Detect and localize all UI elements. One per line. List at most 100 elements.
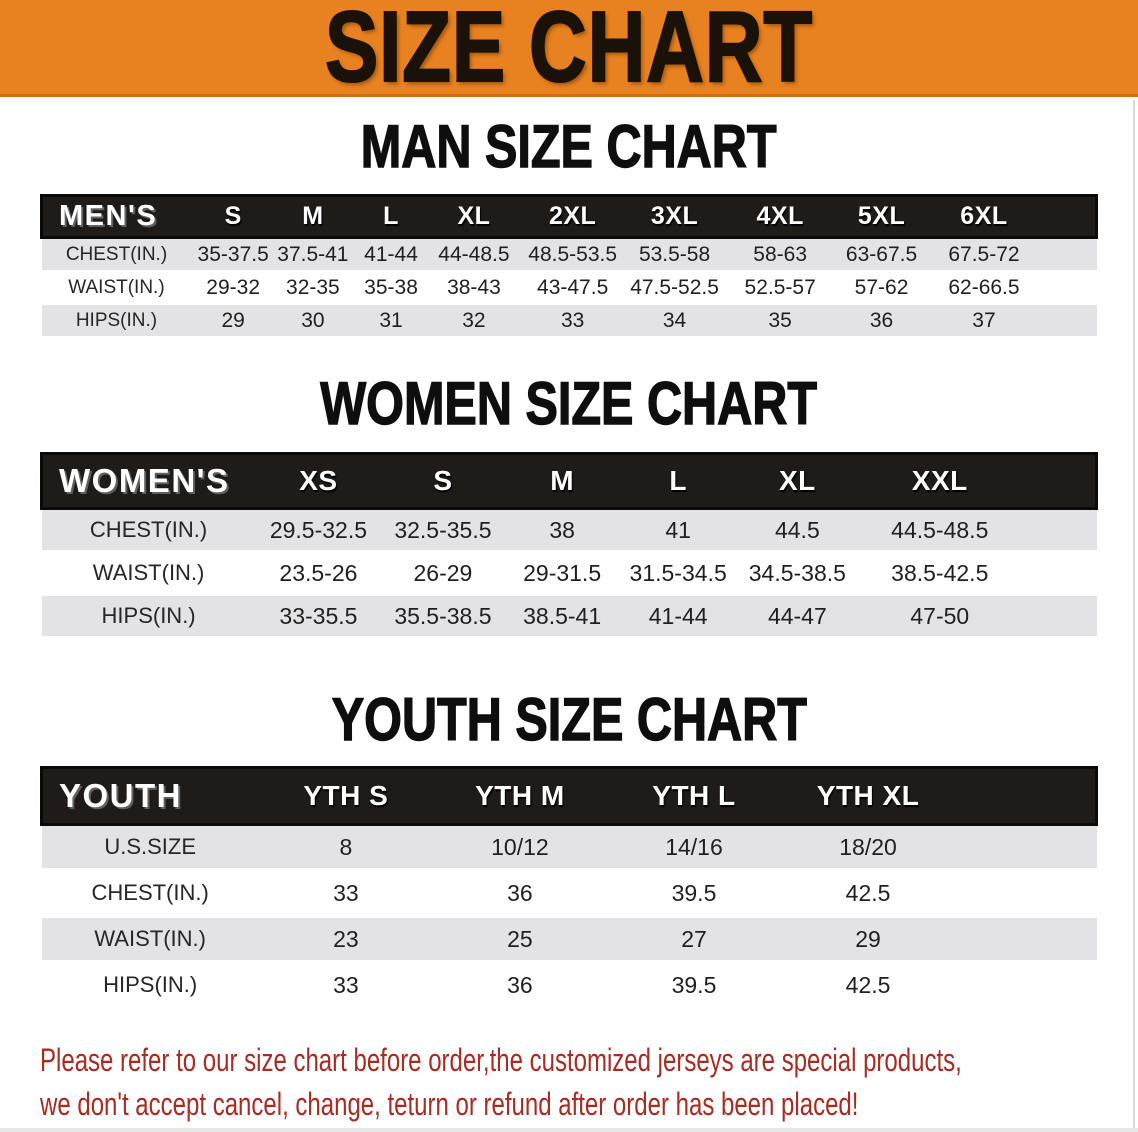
women-size-chart-heading: WOMEN SIZE CHART <box>0 370 1138 437</box>
banner: SIZE CHART <box>0 0 1138 97</box>
man-size-chart-title: MAN SIZE CHART <box>361 113 778 180</box>
row-filler <box>955 962 1097 1010</box>
size-value-cell: 27 <box>606 916 782 964</box>
size-value-cell: 32 <box>431 304 517 338</box>
row-label: HIPS(IN.) <box>41 962 259 1010</box>
size-column-header: XXL <box>858 452 1022 510</box>
disclaimer: Please refer to our size chart before or… <box>40 1010 1138 1126</box>
size-value-cell: 29-32 <box>191 271 275 305</box>
size-table-header-row: WOMEN'S XS S M L XL XXL <box>39 452 1098 510</box>
table-corner-label: YOUTH <box>39 766 259 826</box>
size-value-cell: 63-67.5 <box>839 237 924 272</box>
size-value-cell: 41-44 <box>350 237 432 272</box>
man-size-chart-heading: MAN SIZE CHART <box>0 113 1138 180</box>
size-value-cell: 42.5 <box>781 870 956 918</box>
size-table-row: CHEST(IN.) 33 36 39.5 42.5 <box>41 870 1097 918</box>
row-label: WAIST(IN.) <box>41 271 192 305</box>
size-value-cell: 35-37.5 <box>191 237 275 272</box>
header-filler <box>1021 452 1098 510</box>
size-value-cell: 41 <box>619 508 737 553</box>
size-value-cell: 35.5-38.5 <box>381 594 505 639</box>
size-value-cell: 42.5 <box>781 962 956 1010</box>
size-value-cell: 34 <box>628 304 721 338</box>
size-value-cell: 52.5-57 <box>720 271 840 305</box>
size-value-cell: 38-43 <box>431 271 517 305</box>
size-value-cell: 30 <box>274 304 351 338</box>
size-value-cell: 38.5-41 <box>504 594 620 639</box>
size-column-header: XL <box>736 452 859 510</box>
size-value-cell: 34.5-38.5 <box>736 551 859 596</box>
header-filler <box>955 766 1099 826</box>
row-filler <box>1044 237 1097 272</box>
section-women-size-chart: WOMEN SIZE CHART WOMEN'S XS S M L XL XXL CHEST(… <box>0 338 1138 639</box>
size-value-cell: 58-63 <box>720 237 840 272</box>
size-value-cell: 32-35 <box>274 271 351 305</box>
row-label: CHEST(IN.) <box>41 870 259 918</box>
row-label: WAIST(IN.) <box>41 551 256 596</box>
size-table-row: U.S.SIZE 8 10/12 14/16 18/20 <box>41 824 1097 872</box>
size-value-cell: 23 <box>258 916 433 964</box>
row-filler <box>1021 594 1097 639</box>
size-column-header: 3XL <box>628 194 721 239</box>
size-value-cell: 23.5-26 <box>255 551 382 596</box>
size-value-cell: 41-44 <box>619 594 737 639</box>
section-youth-size-chart: YOUTH SIZE CHART YOUTH YTH S YTH M YTH L YTH… <box>0 639 1138 1010</box>
youth-size-table: YOUTH YTH S YTH M YTH L YTH XL U.S.SIZE 8 10/12… <box>39 766 1099 1010</box>
size-value-cell: 57-62 <box>839 271 924 305</box>
row-filler <box>955 824 1097 872</box>
women-size-chart-title: WOMEN SIZE CHART <box>320 370 818 437</box>
size-column-header: YTH L <box>606 766 782 826</box>
size-value-cell: 38 <box>504 508 620 553</box>
row-filler <box>1044 271 1097 305</box>
size-value-cell: 43-47.5 <box>516 271 629 305</box>
size-column-header: XS <box>255 452 382 510</box>
size-column-header: L <box>619 452 737 510</box>
size-table-header-row: YOUTH YTH S YTH M YTH L YTH XL <box>39 766 1099 826</box>
size-column-header: M <box>274 194 351 239</box>
size-value-cell: 33 <box>516 304 629 338</box>
row-label: CHEST(IN.) <box>41 508 256 553</box>
size-value-cell: 36 <box>432 962 607 1010</box>
size-value-cell: 67.5-72 <box>923 237 1045 272</box>
men-size-table: MEN'S S M L XL 2XL 3XL 4XL 5XL 6XL CHEST(IN.) 35-37… <box>40 194 1098 338</box>
size-value-cell: 29 <box>191 304 275 338</box>
size-value-cell: 29 <box>781 916 956 964</box>
size-table-header-row: MEN'S S M L XL 2XL 3XL 4XL 5XL 6XL <box>40 194 1098 239</box>
size-value-cell: 37.5-41 <box>274 237 351 272</box>
size-value-cell: 8 <box>258 824 433 872</box>
row-label: HIPS(IN.) <box>41 594 256 639</box>
size-column-header: M <box>504 452 620 510</box>
section-man-size-chart: MAN SIZE CHART MEN'S S M L XL 2XL 3XL 4XL 5XL 6XL… <box>0 97 1138 338</box>
women-size-table: WOMEN'S XS S M L XL XXL CHEST(IN.) 29.5-32.5 32.5… <box>39 452 1098 639</box>
size-column-header: L <box>350 194 432 239</box>
size-value-cell: 39.5 <box>606 870 782 918</box>
right-edge-artifact <box>1133 100 1135 1132</box>
row-filler <box>1021 551 1097 596</box>
youth-size-chart-heading: YOUTH SIZE CHART <box>0 689 1138 750</box>
table-corner-label: MEN'S <box>40 194 192 239</box>
size-value-cell: 44-48.5 <box>431 237 517 272</box>
size-value-cell: 37 <box>923 304 1045 338</box>
size-table-row: CHEST(IN.) 29.5-32.5 32.5-35.5 38 41 44.5 44.5… <box>41 508 1097 553</box>
size-value-cell: 62-66.5 <box>923 271 1045 305</box>
size-value-cell: 53.5-58 <box>628 237 721 272</box>
size-table-row: HIPS(IN.) 29 30 31 32 33 34 35 36 37 <box>41 304 1097 338</box>
bottom-edge-artifact <box>0 1128 1138 1132</box>
disclaimer-line-2: we don't accept cancel, change, teturn o… <box>40 1086 859 1122</box>
size-column-header: 6XL <box>923 194 1045 239</box>
row-filler <box>955 916 1097 964</box>
size-value-cell: 31 <box>350 304 432 338</box>
row-label: U.S.SIZE <box>41 824 259 872</box>
size-value-cell: 38.5-42.5 <box>858 551 1022 596</box>
size-column-header: S <box>191 194 275 239</box>
table-corner-label: WOMEN'S <box>39 452 256 510</box>
size-table-row: HIPS(IN.) 33-35.5 35.5-38.5 38.5-41 41-44 44-… <box>41 594 1097 639</box>
size-column-header: YTH M <box>432 766 607 826</box>
row-filler <box>1021 508 1097 553</box>
disclaimer-line-1: Please refer to our size chart before or… <box>40 1042 962 1078</box>
size-table-row: WAIST(IN.) 23 25 27 29 <box>41 916 1097 964</box>
size-value-cell: 44.5-48.5 <box>858 508 1022 553</box>
size-table-row: CHEST(IN.) 35-37.5 37.5-41 41-44 44-48.5 48.5… <box>41 237 1097 272</box>
row-filler <box>1044 304 1097 338</box>
